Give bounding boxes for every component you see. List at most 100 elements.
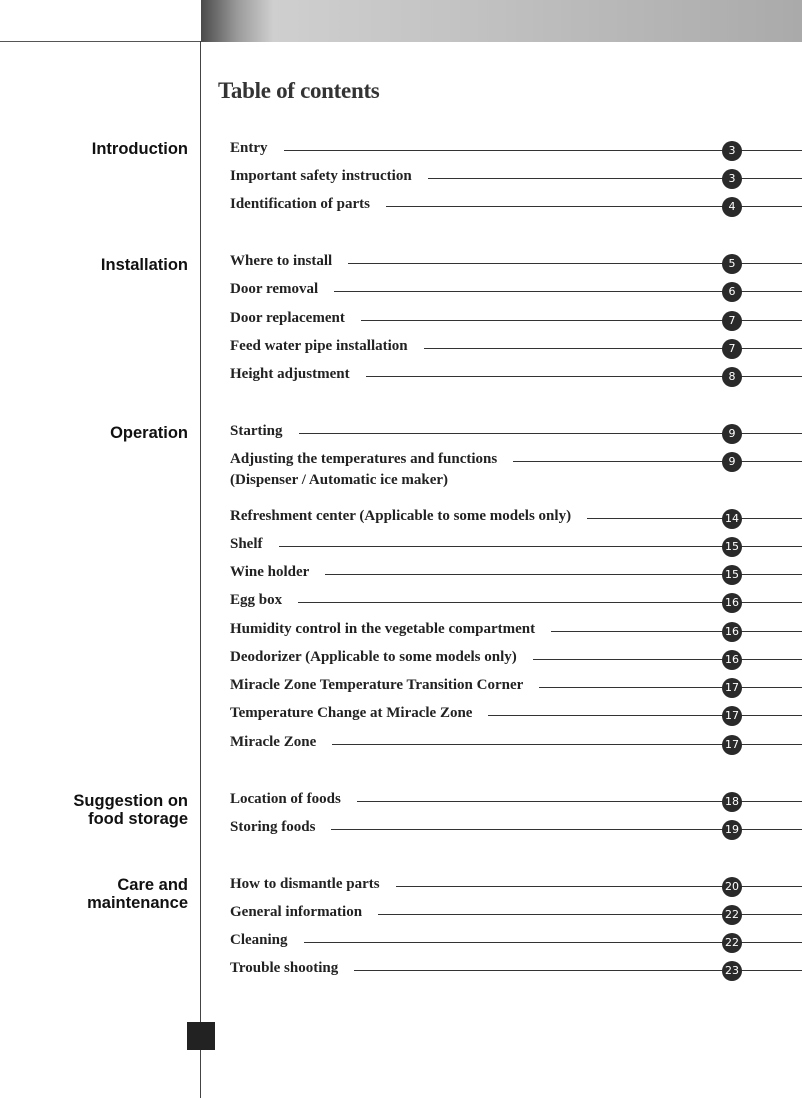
page-number-badge: 7	[722, 311, 742, 331]
section-label: Introduction	[92, 140, 188, 158]
section-label: Care and maintenance	[87, 876, 188, 912]
page-marker-square	[187, 1022, 215, 1050]
toc-entry[interactable]: Feed water pipe installation 7	[230, 337, 802, 359]
entry-title-continued: (Dispenser / Automatic ice maker)	[230, 472, 449, 488]
toc-entry[interactable]: Entry 3	[230, 139, 802, 161]
toc-entry[interactable]: Miracle Zone 17	[230, 733, 802, 755]
leader-line	[395, 886, 802, 887]
divider-horizontal	[0, 41, 201, 42]
entry-title: Starting	[230, 423, 283, 439]
toc-entry[interactable]: Wine holder 15	[230, 563, 802, 585]
entry-title: Wine holder	[230, 564, 310, 580]
section-label-line: Care and	[117, 876, 188, 894]
page-number-badge: 23	[722, 961, 742, 981]
page-number-badge: 4	[722, 197, 742, 217]
entry-title: Identification of parts	[230, 196, 370, 212]
page-title: Table of contents	[218, 78, 380, 103]
leader-line	[587, 518, 802, 519]
leader-line	[365, 376, 802, 377]
entry-title: Height adjustment	[230, 366, 350, 382]
section-label: Suggestion on food storage	[73, 792, 188, 828]
entry-title: Feed water pipe installation	[230, 338, 408, 354]
page-number-badge: 8	[722, 367, 742, 387]
leader-line	[331, 829, 802, 830]
leader-line	[348, 263, 802, 264]
page-number-badge: 15	[722, 537, 742, 557]
leader-line	[298, 602, 802, 603]
leader-line	[278, 546, 802, 547]
page-number-badge: 9	[722, 424, 742, 444]
entry-title: Miracle Zone	[230, 734, 317, 750]
entry-title: How to dismantle parts	[230, 876, 380, 892]
toc-entry[interactable]: Storing foods 19	[230, 818, 802, 840]
leader-line	[551, 631, 802, 632]
toc-entry[interactable]: Important safety instruction 3	[230, 167, 802, 189]
toc-entry[interactable]: General information 22	[230, 903, 802, 925]
entry-title: Cleaning	[230, 932, 288, 948]
page-number-badge: 22	[722, 905, 742, 925]
toc-entry[interactable]: Starting 9	[230, 422, 802, 444]
section-label-line: food storage	[88, 810, 188, 828]
toc-entry[interactable]: Door replacement 7	[230, 309, 802, 331]
page-number-badge: 17	[722, 678, 742, 698]
leader-line	[427, 178, 802, 179]
leader-line	[513, 461, 802, 462]
entry-title: Shelf	[230, 536, 263, 552]
toc-entry[interactable]: Height adjustment 8	[230, 365, 802, 387]
leader-line	[334, 291, 802, 292]
page-number-badge: 20	[722, 877, 742, 897]
entry-title: Humidity control in the vegetable compar…	[230, 621, 536, 637]
entry-title: Deodorizer (Applicable to some models on…	[230, 649, 517, 665]
leader-line	[360, 320, 802, 321]
page-number-badge: 19	[722, 820, 742, 840]
toc-entry[interactable]: Where to install 5	[230, 252, 802, 274]
toc-entry[interactable]: Humidity control in the vegetable compar…	[230, 620, 802, 642]
leader-line	[423, 348, 802, 349]
toc-entry[interactable]: How to dismantle parts 20	[230, 875, 802, 897]
leader-line	[298, 433, 802, 434]
section-label-line: Suggestion on	[73, 792, 188, 810]
page-number-badge: 16	[722, 622, 742, 642]
entry-title: Storing foods	[230, 819, 316, 835]
toc-entry[interactable]: Adjusting the temperatures and functions…	[230, 450, 802, 488]
page-number-badge: 3	[722, 141, 742, 161]
page-number-badge: 6	[722, 282, 742, 302]
toc-entry[interactable]: Trouble shooting 23	[230, 959, 802, 981]
page-number-badge: 14	[722, 509, 742, 529]
entry-title: Location of foods	[230, 791, 341, 807]
leader-line	[354, 970, 802, 971]
leader-line	[488, 715, 802, 716]
toc-entry[interactable]: Deodorizer (Applicable to some models on…	[230, 648, 802, 670]
section-label-line: maintenance	[87, 894, 188, 912]
toc-entry[interactable]: Cleaning 22	[230, 931, 802, 953]
entry-title: Temperature Change at Miracle Zone	[230, 705, 473, 721]
page-number-badge: 16	[722, 593, 742, 613]
leader-line	[283, 150, 802, 151]
entry-title: Trouble shooting	[230, 960, 339, 976]
toc-entry[interactable]: Identification of parts 4	[230, 195, 802, 217]
toc-entry[interactable]: Egg box 16	[230, 591, 802, 613]
toc-entry[interactable]: Door removal 6	[230, 280, 802, 302]
entry-title: Entry	[230, 140, 268, 156]
page-number-badge: 22	[722, 933, 742, 953]
section-label-line: Introduction	[91, 140, 188, 158]
leader-line	[539, 687, 802, 688]
page-number-badge: 17	[722, 735, 742, 755]
entry-title: Door removal	[230, 281, 319, 297]
page-number-badge: 5	[722, 254, 742, 274]
page-number-badge: 17	[722, 706, 742, 726]
entry-title: Adjusting the temperatures and functions	[230, 451, 498, 467]
toc-entry[interactable]: Location of foods 18	[230, 790, 802, 812]
toc-entry[interactable]: Temperature Change at Miracle Zone 17	[230, 704, 802, 726]
entry-title: Egg box	[230, 592, 283, 608]
entry-title: General information	[230, 904, 363, 920]
entry-title: Miracle Zone Temperature Transition Corn…	[230, 677, 524, 693]
leader-line	[303, 942, 802, 943]
toc-entry[interactable]: Shelf 15	[230, 535, 802, 557]
leader-line	[386, 206, 802, 207]
toc-entry[interactable]: Refreshment center (Applicable to some m…	[230, 507, 802, 529]
toc-entry[interactable]: Miracle Zone Temperature Transition Corn…	[230, 676, 802, 698]
leader-line	[325, 574, 802, 575]
page-number-badge: 16	[722, 650, 742, 670]
header-banner	[201, 0, 802, 42]
